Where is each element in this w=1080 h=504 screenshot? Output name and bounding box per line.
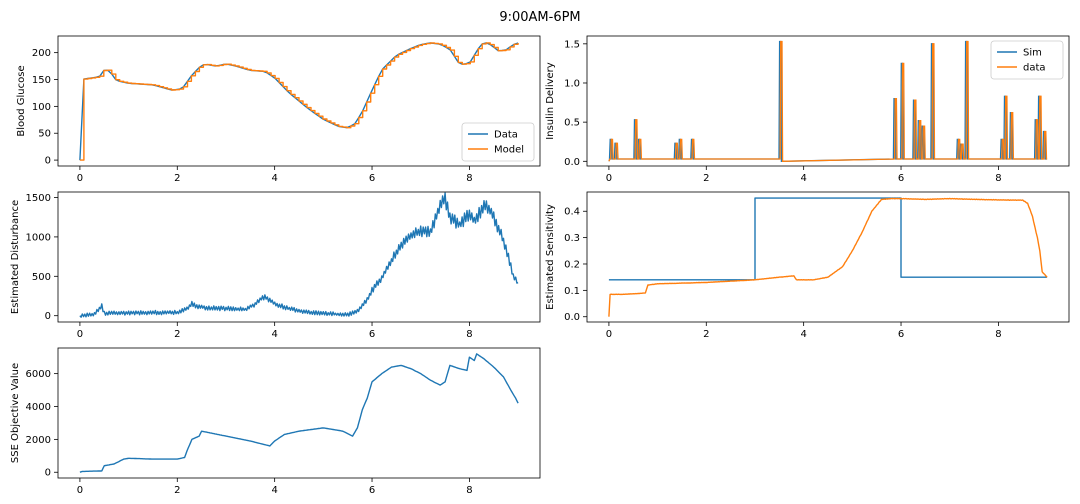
y-tick-label: 0.2	[564, 259, 580, 270]
axes-frame	[57, 347, 541, 479]
y-tick-label: 0	[45, 468, 51, 479]
y-tick-label: 1.5	[564, 39, 580, 50]
x-tick-label: 0	[77, 329, 83, 340]
x-tick-label: 0	[77, 173, 83, 184]
axes-frame	[586, 191, 1070, 323]
x-tick-label: 4	[800, 173, 806, 184]
y-tick-label: 0	[45, 311, 51, 322]
axes-frame	[57, 191, 541, 323]
x-tick-label: 2	[703, 329, 709, 340]
x-tick-label: 2	[703, 173, 709, 184]
insulin-plot: 0 2 4 6 8 0.0 0.5 1.0 1.5 Insulin Delivery Sim data	[545, 35, 1070, 184]
legend-label: data	[1023, 63, 1046, 74]
sim-line	[608, 40, 1048, 162]
y-tick-label: 1000	[26, 232, 51, 243]
x-tick-label: 6	[369, 329, 375, 340]
data-line	[608, 40, 1048, 162]
model-line	[79, 42, 519, 161]
x-tick-label: 8	[466, 329, 472, 340]
y-axis-label: SSE Objective Value	[10, 363, 21, 463]
x-tick-label: 6	[369, 173, 375, 184]
series-0-line	[608, 197, 1048, 281]
axes-frame	[57, 35, 541, 167]
y-tick-label: 0.0	[564, 157, 580, 168]
x-tick-label: 2	[174, 173, 180, 184]
series-0-line	[79, 353, 519, 473]
series-1-line	[608, 197, 1048, 317]
x-tick-label: 8	[995, 173, 1001, 184]
y-tick-label: 4000	[26, 402, 51, 413]
x-tick-label: 4	[271, 173, 277, 184]
x-tick-label: 6	[898, 329, 904, 340]
x-tick-label: 2	[174, 485, 180, 496]
x-tick-label: 6	[369, 485, 375, 496]
x-tick-label: 6	[898, 173, 904, 184]
y-axis-label: Insulin Delivery	[545, 62, 556, 139]
legend-label: Data	[494, 130, 518, 141]
plot-area	[79, 192, 519, 318]
plot-area	[608, 40, 1048, 162]
legend-label: Model	[494, 145, 524, 156]
glucose-plot: 0 2 4 6 8 0 50 100 150 200 Blood Glucose Data Model	[16, 35, 541, 184]
y-tick-label: 0.3	[564, 233, 580, 244]
x-tick-label: 0	[606, 329, 612, 340]
figure-title: 9:00AM-6PM	[499, 10, 580, 25]
plot-area	[79, 353, 519, 473]
axes-frame	[586, 35, 1070, 167]
y-tick-label: 6000	[26, 369, 51, 380]
y-tick-label: 500	[32, 272, 51, 283]
y-tick-label: 1.0	[564, 78, 580, 89]
legend-box	[990, 40, 1064, 80]
plot-area	[608, 197, 1048, 317]
disturbance-plot: 0 2 4 6 8 0 500 1000 1500 Estimated Disturbance	[10, 191, 541, 340]
sensitivity-plot: 0 2 4 6 8 0.0 0.1 0.2 0.3 0.4 Estimated Sensitivit…	[545, 191, 1070, 340]
x-tick-label: 4	[271, 329, 277, 340]
y-tick-label: 100	[32, 102, 51, 113]
y-tick-label: 50	[38, 129, 51, 140]
sse-plot: 0 2 4 6 8 0 2000 4000 6000 SSE Objective Value	[10, 347, 541, 496]
y-tick-label: 0.5	[564, 118, 580, 129]
x-tick-label: 0	[77, 485, 83, 496]
y-tick-label: 2000	[26, 435, 51, 446]
y-tick-label: 0.4	[564, 207, 580, 218]
x-tick-label: 8	[466, 173, 472, 184]
x-tick-label: 4	[271, 485, 277, 496]
y-axis-label: Blood Glucose	[16, 65, 27, 136]
y-tick-label: 1500	[26, 193, 51, 204]
y-axis-label: Estimated Sensitivity	[545, 204, 556, 310]
x-tick-label: 2	[174, 329, 180, 340]
legend-label: Sim	[1023, 48, 1042, 59]
y-tick-label: 200	[32, 48, 51, 59]
y-tick-label: 0.0	[564, 312, 580, 323]
legend-box	[461, 122, 535, 162]
plot-area	[79, 42, 519, 161]
x-tick-label: 8	[995, 329, 1001, 340]
y-axis-label: Estimated Disturbance	[10, 200, 21, 314]
x-tick-label: 8	[466, 485, 472, 496]
x-tick-label: 4	[800, 329, 806, 340]
y-tick-label: 0	[45, 156, 51, 167]
y-tick-label: 0.1	[564, 286, 580, 297]
x-tick-label: 0	[606, 173, 612, 184]
y-tick-label: 150	[32, 75, 51, 86]
series-0-line	[79, 192, 519, 318]
